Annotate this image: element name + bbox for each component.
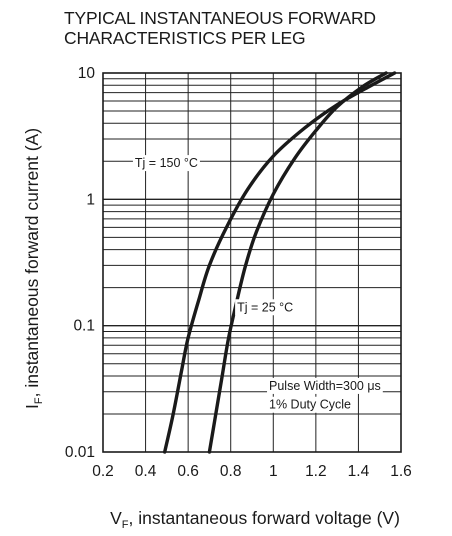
x-axis-label-subscript: F — [122, 519, 129, 531]
annotation-1: Tj = 150 °C — [135, 156, 198, 170]
annotation-background — [267, 396, 354, 413]
y-tick-labels: 0.01 0.1 1 10 — [65, 65, 96, 461]
x-axis-label-rest: , instantaneous forward voltage (V) — [129, 508, 400, 528]
annotations: Tj = 150 °C Tj = 25 °C Pulse Width=300 μs 1… — [132, 155, 383, 413]
y-axis-label: IF, instantaneous forward current (A) — [22, 128, 45, 409]
x-tick-label: 1.2 — [305, 463, 327, 480]
grid — [103, 73, 401, 452]
series-line-2 — [207, 71, 388, 454]
annotation-background — [132, 155, 200, 172]
x-tick-label: 0.8 — [220, 463, 242, 480]
y-axis-label-subscript: F — [33, 397, 45, 404]
y-tick-label: 0.1 — [73, 318, 95, 335]
annotation-2: Tj = 25 °C — [237, 300, 293, 314]
x-tick-label: 1.4 — [348, 463, 370, 480]
annotation-background — [267, 377, 383, 394]
annotation-background — [235, 299, 296, 316]
x-axis-label-main: V — [110, 508, 122, 528]
x-tick-label: 0.6 — [177, 463, 199, 480]
chart-title-line-1: TYPICAL INSTANTANEOUS FORWARD — [64, 8, 376, 28]
x-tick-labels: 0.2 0.4 0.6 0.8 1 1.2 1.4 1.6 — [92, 463, 412, 480]
plot-frame — [102, 72, 402, 453]
x-tick-label: 0.4 — [135, 463, 157, 480]
x-tick-label: 1.6 — [390, 463, 412, 480]
annotation-3: Pulse Width=300 μs — [269, 379, 381, 393]
x-tick-label: 1 — [269, 463, 278, 480]
chart-title: TYPICAL INSTANTANEOUS FORWARD CHARACTERI… — [64, 8, 452, 48]
y-tick-label: 10 — [78, 65, 96, 82]
chart-title-line-2: CHARACTERISTICS PER LEG — [64, 28, 306, 48]
y-tick-label: 1 — [86, 191, 95, 208]
x-axis-label: VF, instantaneous forward voltage (V) — [110, 508, 400, 531]
annotation-4: 1% Duty Cycle — [269, 398, 351, 412]
x-tick-label: 0.2 — [92, 463, 114, 480]
y-axis-label-main: I — [22, 404, 42, 409]
y-tick-label: 0.01 — [65, 444, 95, 461]
series-curves — [163, 71, 397, 454]
y-axis-label-rest: , instantaneous forward current (A) — [22, 128, 42, 397]
series-line-1 — [163, 71, 397, 454]
